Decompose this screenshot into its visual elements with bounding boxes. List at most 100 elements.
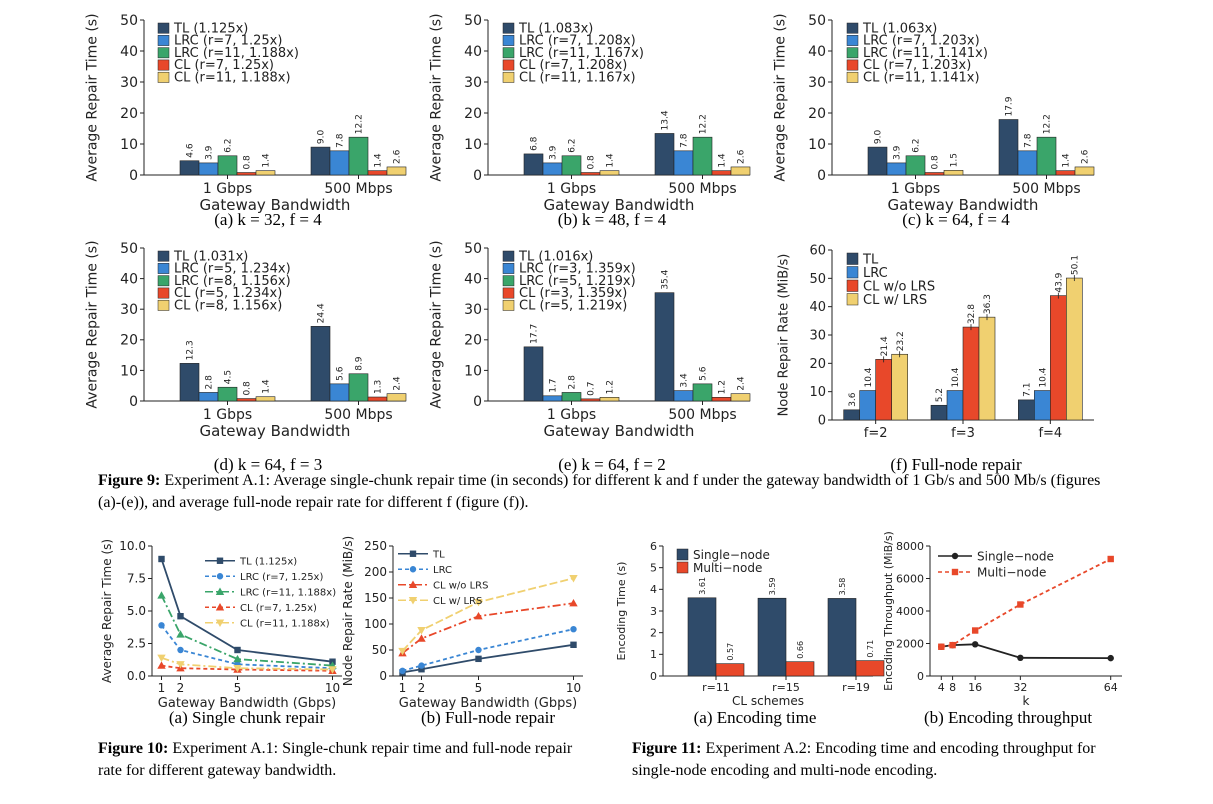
legend-swatch: [157, 275, 170, 287]
data-label: 0.66: [796, 641, 805, 659]
data-label: 3.4: [680, 373, 690, 388]
bar: [236, 398, 257, 402]
x-axis-label: Gateway Bandwidth: [544, 196, 695, 214]
bar: [542, 162, 563, 176]
data-point: [157, 591, 166, 599]
y-tick-label: 40: [809, 300, 826, 315]
legend-entry: TL (1.063x): [862, 21, 937, 36]
figure-9-caption: Figure 9: Experiment A.1: Average single…: [98, 470, 1118, 514]
y-tick-label: 3: [650, 605, 657, 618]
bar: [673, 390, 694, 402]
data-point: [176, 661, 185, 669]
y-tick-label: 0: [473, 168, 482, 184]
data-point: [475, 655, 482, 663]
legend-entry: LRC: [433, 565, 452, 576]
data-label: 1.4: [262, 153, 272, 168]
series-line: [941, 643, 1111, 660]
bar: [711, 397, 732, 402]
data-label: 12.2: [355, 114, 365, 134]
y-tick-label: 2.5: [127, 637, 146, 651]
y-tick-label: 7.5: [127, 572, 146, 586]
data-label: 7.1: [1022, 383, 1032, 397]
bar: [875, 359, 892, 421]
y-tick-label: 40: [464, 44, 482, 60]
bar: [757, 597, 787, 677]
data-label: 7.8: [336, 133, 346, 148]
legend-entry: Single−node: [693, 548, 770, 562]
legend-entry: LRC (r=7, 1.25x): [240, 572, 323, 583]
bar: [542, 395, 563, 402]
legend-swatch: [846, 35, 859, 46]
data-label: 4.5: [224, 370, 234, 384]
figure-10-caption: Figure 10: Experiment A.1: Single-chunk …: [98, 738, 598, 782]
bar: [310, 146, 331, 176]
series-line: [161, 664, 333, 672]
chart-9e: 0 10 20 30 40 50 Average Repair Time (s) Gatewa…: [429, 240, 751, 440]
legend-marker: [951, 552, 959, 560]
data-label: 1.5: [950, 153, 960, 167]
y-tick-label: 20: [120, 333, 138, 349]
data-label: 1.4: [718, 153, 728, 168]
bar: [1017, 150, 1038, 176]
y-tick-label: 0.0: [127, 669, 146, 683]
figure-11-caption: Figure 11: Experiment A.2: Encoding time…: [632, 738, 1122, 782]
legend-marker: [408, 597, 418, 605]
legend-swatch: [846, 266, 859, 279]
chart-10a: 0.0 2.5 5.0 7.5 10.0 Average Repair Time (s) G…: [100, 539, 342, 711]
y-tick-label: 10: [120, 137, 138, 153]
y-tick-label: 50: [808, 13, 826, 29]
legend-entry: TL (1.083x): [518, 21, 593, 36]
legend-entry: CL w/o LRS: [433, 580, 488, 591]
data-label: 10.4: [864, 367, 874, 387]
legend-swatch: [502, 22, 515, 34]
data-point: [158, 555, 165, 563]
bar: [367, 170, 388, 176]
legend-swatch: [157, 59, 170, 71]
x-tick-label: 2: [418, 681, 426, 695]
data-label: 3.6: [848, 392, 858, 407]
legend-entry: LRC (r=8, 1.156x): [174, 274, 291, 289]
data-point: [233, 665, 242, 673]
x-tick-label: r=19: [842, 681, 870, 694]
y-tick-label: 40: [808, 44, 826, 60]
y-tick-label: 250: [364, 539, 387, 553]
legend-swatch: [157, 250, 170, 262]
data-label: 0.57: [726, 643, 735, 661]
subcaption-10a: (a) Single chunk repair: [168, 708, 326, 727]
x-axis-label: Gateway Bandwidth (Gbps): [399, 696, 577, 711]
data-label: 2.6: [1081, 149, 1091, 164]
bar: [179, 160, 200, 176]
bar: [711, 170, 732, 176]
bar: [859, 390, 876, 421]
bar: [1066, 277, 1083, 421]
subcaption-9b: (b) k = 48, f = 4: [557, 210, 667, 229]
data-label: 1.4: [1062, 153, 1072, 168]
data-label: 9.0: [874, 130, 884, 145]
legend-entry: TL (1.016x): [518, 249, 593, 264]
data-point: [569, 575, 578, 583]
y-tick-label: 20: [464, 333, 482, 349]
y-tick-label: 30: [464, 302, 482, 318]
bar: [348, 136, 369, 176]
y-tick-label: 30: [808, 75, 826, 91]
x-tick-label: 4: [938, 681, 945, 694]
y-tick-label: 30: [120, 302, 138, 318]
data-label: 1.4: [606, 153, 616, 168]
y-tick-label: 40: [464, 272, 482, 288]
bar: [198, 162, 219, 176]
data-label: 50.1: [1070, 255, 1080, 275]
bar: [654, 292, 675, 402]
legend-swatch: [502, 71, 515, 83]
legend-swatch: [502, 35, 515, 46]
bar: [1036, 136, 1057, 176]
y-tick-label: 5: [650, 562, 657, 575]
y-tick-label: 6000: [896, 572, 924, 585]
x-axis-label: Gateway Bandwidth: [200, 196, 351, 214]
figure-11-label: Figure 11:: [632, 740, 702, 757]
legend-marker: [951, 568, 959, 576]
data-label: 2.6: [737, 149, 747, 164]
x-tick-label: r=11: [702, 681, 730, 694]
data-label: 13.4: [661, 110, 671, 130]
